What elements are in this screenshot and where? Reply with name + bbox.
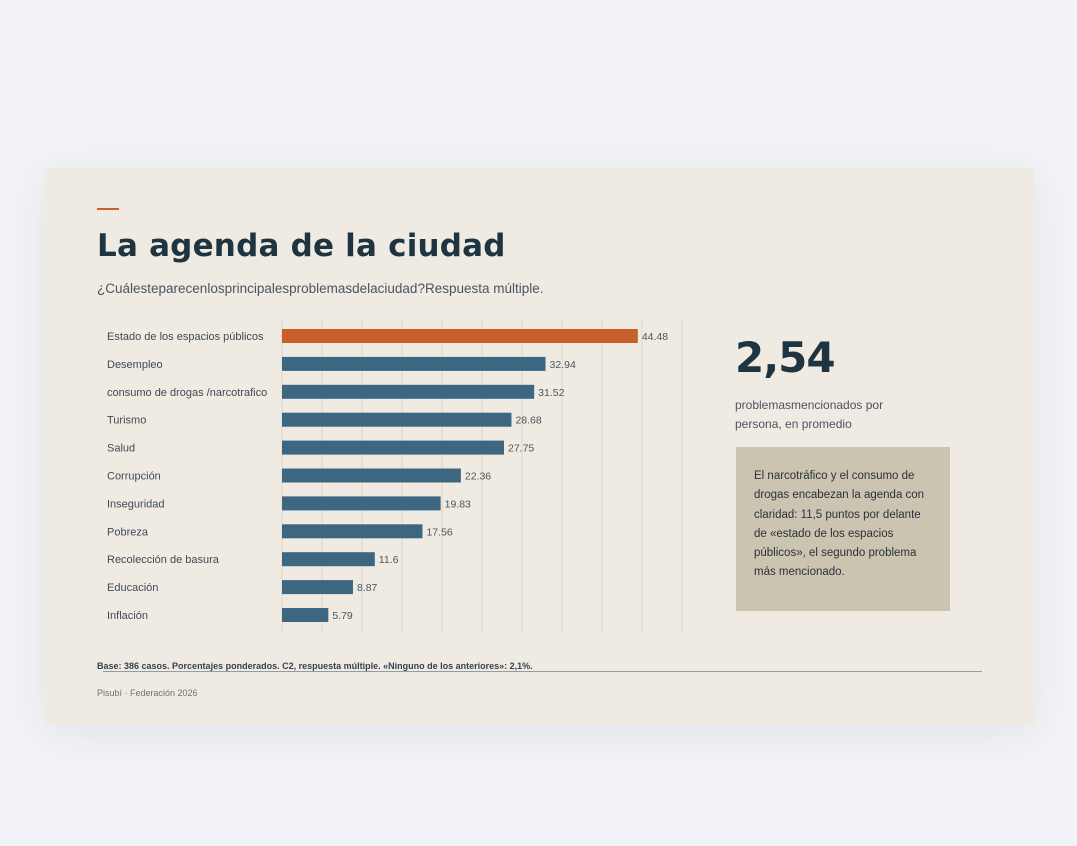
value-label: 32.94 (550, 359, 576, 371)
bar (282, 552, 375, 567)
kpi-caption: problemasmencionados por persona, en pro… (735, 398, 884, 431)
kpi-value: 2,54 (735, 333, 836, 382)
footnote: Base: 386 casos. Porcentajes ponderados.… (97, 661, 533, 671)
category-label: Corrupción (107, 471, 161, 483)
value-label: 17.56 (426, 526, 452, 538)
bar (282, 384, 535, 399)
value-label: 19.83 (445, 498, 471, 510)
category-label: Estado de los espacios públicos (107, 331, 264, 343)
footer-divider (103, 671, 982, 672)
bar-chart: Estado de los espacios públicos 44.48 Dese… (107, 318, 683, 633)
bar (282, 329, 638, 343)
category-label: Pobreza (107, 526, 149, 538)
bar (282, 580, 353, 595)
category-label: Salud (107, 443, 135, 455)
category-label: Recolección de basura (107, 554, 220, 566)
category-label: Inseguridad (107, 498, 165, 510)
bar (282, 468, 461, 483)
value-label: 22.36 (465, 471, 491, 483)
bar (282, 524, 423, 539)
category-label: Educación (107, 582, 158, 594)
bar (282, 412, 512, 427)
note-text: El narcotráfico y el consumo de drogas e… (754, 470, 925, 579)
note-box: El narcotráfico y el consumo de drogas e… (736, 447, 950, 611)
value-label: 28.68 (515, 415, 541, 427)
source-credit: Pisubí · Federación 2026 (97, 688, 198, 698)
value-label: 5.79 (332, 610, 353, 622)
page-title: La agenda de la ciudad (97, 228, 506, 264)
bar (282, 440, 504, 455)
value-label: 27.75 (508, 443, 534, 455)
value-label: 11.6 (379, 554, 399, 566)
category-label: Desempleo (107, 359, 163, 371)
slide-card: La agenda de la ciudad ¿Cuálesteparecenl… (45, 168, 1034, 724)
category-label: Inflación (107, 610, 148, 622)
value-label: 44.48 (642, 331, 668, 343)
page-subtitle: ¿Cuálesteparecenlosprincipalesproblemasd… (97, 281, 544, 296)
category-label: consumo de drogas /narcotrafico (107, 387, 267, 399)
bar (282, 608, 329, 622)
bar (282, 496, 441, 511)
category-label: Turismo (107, 415, 146, 427)
value-label: 8.87 (357, 582, 378, 594)
value-label: 31.52 (538, 387, 564, 399)
accent-line (97, 208, 119, 210)
bar (282, 356, 546, 371)
